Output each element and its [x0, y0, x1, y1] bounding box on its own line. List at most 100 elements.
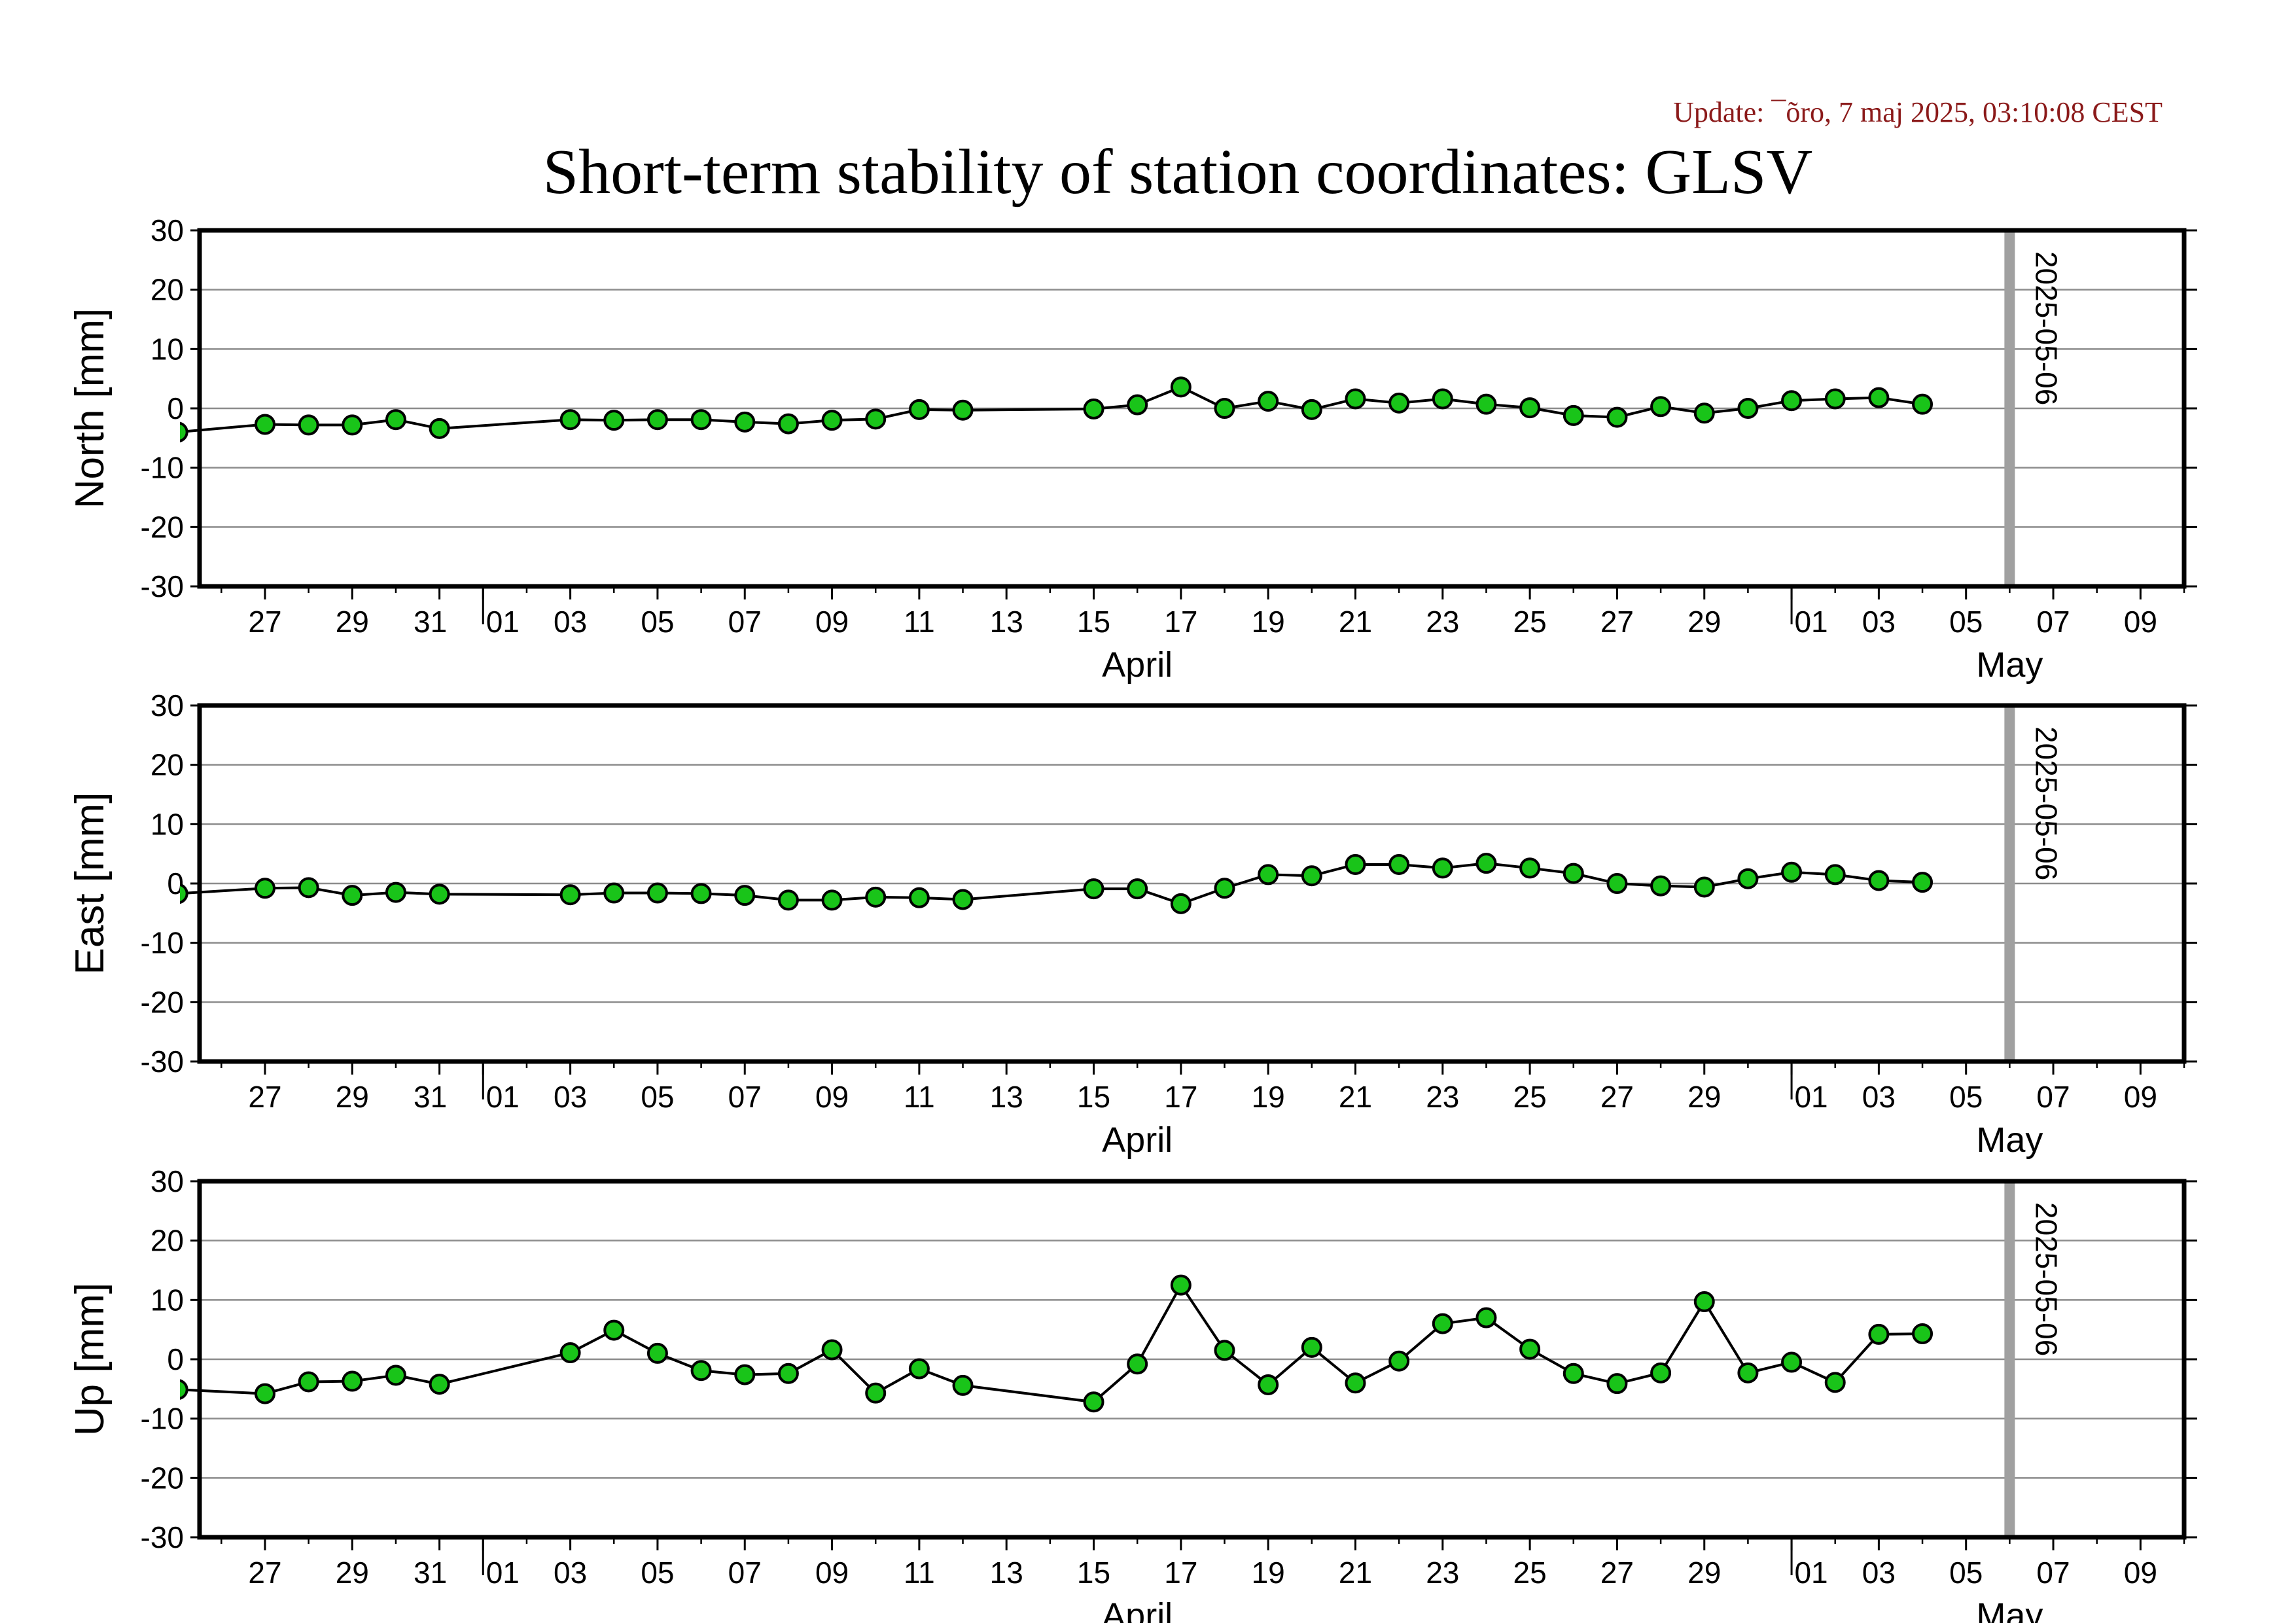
data-point [1083, 1391, 1104, 1413]
data-point [908, 887, 930, 908]
y-tick-label: -30 [141, 1044, 184, 1079]
x-tick-label: 27 [248, 1080, 281, 1114]
month-label: May [1976, 1596, 2043, 1623]
data-point [603, 410, 625, 431]
x-tick-label: 09 [815, 1556, 849, 1590]
data-point [865, 408, 887, 430]
month-label: May [1976, 1120, 2043, 1160]
y-tick-label: 20 [150, 273, 184, 307]
data-point [180, 421, 188, 442]
x-tick-label: 03 [1862, 605, 1896, 639]
data-point [1519, 1338, 1541, 1360]
data-point [1606, 406, 1628, 428]
data-point [1650, 875, 1672, 897]
data-point [1475, 393, 1497, 415]
x-tick-label: 03 [1862, 1080, 1896, 1114]
x-tick-label: 21 [1339, 605, 1372, 639]
data-point [1345, 388, 1366, 410]
data-point [1824, 1372, 1846, 1393]
data-point [1563, 1363, 1584, 1384]
marker-date-label: 2025-05-06 [2029, 251, 2063, 405]
data-point [1563, 863, 1584, 884]
data-point [1214, 1340, 1235, 1361]
y-tick-label: 10 [150, 1283, 184, 1317]
month-label: April [1102, 1120, 1173, 1160]
x-tick-label: 21 [1339, 1080, 1372, 1114]
data-point [1388, 1350, 1410, 1372]
x-tick-label: 29 [336, 605, 369, 639]
x-tick-label: 09 [815, 605, 849, 639]
data-point [690, 1360, 712, 1382]
marker-date-label: 2025-05-06 [2029, 726, 2063, 880]
x-tick-label: 27 [248, 605, 281, 639]
data-point [254, 1383, 275, 1404]
x-tick-label: 01 [1794, 605, 1828, 639]
y-axis-label: Up [mm] [67, 1283, 113, 1436]
plot-frame [197, 1179, 2187, 1540]
series-line [180, 1282, 1923, 1404]
data-point [865, 1382, 887, 1404]
data-point [1737, 868, 1759, 889]
x-tick-label: 03 [554, 1556, 587, 1590]
update-timestamp: Update: ¯õro, 7 maj 2025, 03:10:08 CEST [1673, 96, 2163, 128]
x-tick-label: 11 [904, 1080, 935, 1114]
data-point [1737, 398, 1759, 419]
x-tick-label: 27 [1600, 605, 1634, 639]
x-tick-label: 09 [2124, 1080, 2157, 1114]
data-point [1475, 1307, 1497, 1329]
data-point [777, 1363, 799, 1384]
x-tick-label: 05 [1949, 1556, 1983, 1590]
x-tick-label: 27 [1600, 1080, 1634, 1114]
data-point [1214, 878, 1235, 899]
x-tick-label: 07 [2036, 1080, 2070, 1114]
data-point [1650, 1362, 1672, 1383]
data-point [385, 882, 406, 903]
x-tick-label: 19 [1252, 1556, 1285, 1590]
data-point [865, 886, 887, 908]
y-tick-label: -20 [141, 985, 184, 1019]
x-tick-label: 23 [1426, 1080, 1459, 1114]
data-point [1258, 391, 1279, 412]
data-point [1519, 397, 1541, 419]
x-tick-label: 07 [728, 605, 762, 639]
data-point [1301, 1336, 1322, 1358]
x-tick-label: 29 [336, 1556, 369, 1590]
data-point [1650, 396, 1672, 418]
x-tick-label: 07 [2036, 605, 2070, 639]
x-tick-label: 11 [904, 1556, 935, 1590]
x-tick-label: 23 [1426, 1556, 1459, 1590]
x-tick-label: 25 [1513, 605, 1547, 639]
data-point [1388, 392, 1410, 414]
x-tick-label: 05 [641, 605, 674, 639]
y-tick-label: -10 [141, 1402, 184, 1436]
data-point [298, 414, 319, 436]
x-tick-label: 17 [1164, 1556, 1197, 1590]
y-tick-label: -20 [141, 1461, 184, 1495]
data-point [1563, 404, 1584, 426]
y-tick-label: 30 [150, 1164, 184, 1198]
x-tick-label: 31 [414, 1556, 447, 1590]
y-tick-label: -30 [141, 1520, 184, 1554]
data-point [559, 409, 581, 431]
data-point [1781, 390, 1803, 412]
x-tick-label: 05 [641, 1080, 674, 1114]
data-point [1345, 853, 1366, 875]
x-tick-label: 03 [1862, 1556, 1896, 1590]
data-point [952, 399, 974, 421]
x-tick-label: 11 [904, 605, 935, 639]
x-tick-label: 25 [1513, 1556, 1547, 1590]
x-tick-label: 01 [486, 1556, 520, 1590]
data-point [1214, 398, 1235, 419]
data-point [385, 409, 406, 431]
x-tick-label: 29 [1687, 1556, 1721, 1590]
data-point [1083, 398, 1104, 419]
x-tick-label: 09 [2124, 1556, 2157, 1590]
data-point [1258, 864, 1279, 885]
data-point [1170, 1274, 1192, 1296]
data-point [1693, 1291, 1715, 1313]
y-tick-label: -30 [141, 569, 184, 603]
data-point [1868, 1323, 1890, 1345]
